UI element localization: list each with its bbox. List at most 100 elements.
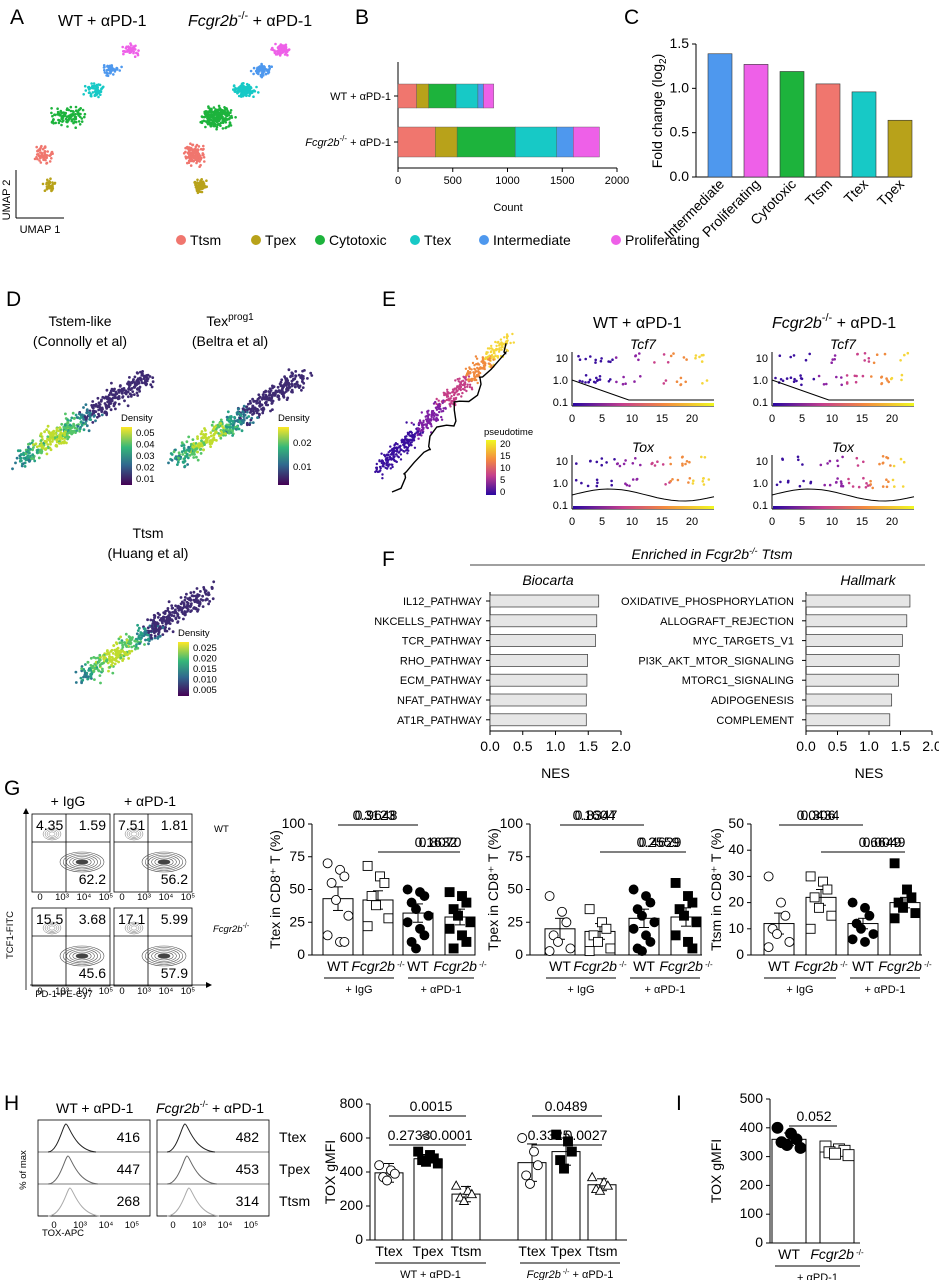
bar-segment-cytotoxic — [456, 126, 516, 158]
x-tick-label: 0 — [769, 516, 775, 528]
y-tick-label: 10 — [756, 456, 768, 468]
bar-ttex — [851, 91, 877, 178]
x-axis-label: NES — [855, 765, 884, 781]
y-tick-label: 600 — [340, 1129, 364, 1145]
group-label: + IgG — [345, 984, 372, 996]
x-tick-label: 10 — [826, 516, 838, 528]
hist-title-ko: Fcgr2b-/- + αPD-1 — [156, 1099, 264, 1116]
pathway-label: NFAT_PATHWAY — [397, 695, 483, 707]
x-tick-label: 500 — [444, 175, 462, 187]
quadrant-value: 5.99 — [161, 911, 188, 927]
data-point — [551, 1129, 562, 1140]
bar-label: Ttsm — [450, 1243, 481, 1259]
pathway-label: IL12_PATHWAY — [403, 596, 483, 608]
flow-plot: 17.1 5.99 57.9 — [113, 907, 193, 987]
chart-tox-gmfi: 0 200 400 600 800 TOX gMFI Ttex Tpex Ttsm Ttex Tpe… — [322, 1095, 627, 1280]
legend-item: Ttsm — [176, 232, 221, 248]
smooth-fit-line — [771, 379, 914, 401]
panel-label-g: G — [4, 777, 20, 800]
bar-tpex — [887, 119, 913, 178]
y-tick-label: 1.0 — [670, 79, 690, 95]
data-point — [413, 1146, 424, 1157]
y-tick-label: 400 — [340, 1163, 364, 1179]
bar-segment-ttsm — [397, 83, 417, 109]
tstem-subtitle: (Connolly et al) — [33, 333, 127, 349]
flow-frame — [31, 813, 111, 893]
x-tick-label: 2.0 — [922, 738, 939, 754]
bar-segment-proliferating — [483, 83, 495, 109]
data-point — [691, 917, 702, 928]
y-axis-label: Ttsm in CD8⁺ T (%) — [708, 828, 724, 951]
data-point — [645, 897, 656, 908]
nes-bar — [805, 634, 903, 647]
group-label: + IgG — [786, 984, 813, 996]
panel-label-i: I — [676, 1092, 682, 1115]
flow-row-wt: WT — [214, 824, 229, 835]
contour — [124, 827, 144, 841]
x-tick-label: 0 — [37, 986, 42, 997]
panel-a: A WT + αPD-1 Fcgr2b-/- + αPD-1 UMAP 2 UM… — [1, 6, 700, 248]
data-point — [809, 892, 820, 903]
hist-x-axis: TOX-APC — [42, 1228, 84, 1239]
bar-label: WT — [768, 958, 790, 974]
data-point — [371, 900, 381, 911]
x-tick-label: 10³ — [73, 1220, 87, 1231]
umap-axis-x-label: UMAP 1 — [20, 224, 61, 236]
expr-title-wt: WT + αPD-1 — [593, 315, 682, 332]
contour — [75, 859, 89, 865]
x-tick-label: 1000 — [495, 175, 519, 187]
bar-label: WT — [852, 958, 874, 974]
contour — [157, 953, 171, 959]
density-colorbar — [178, 642, 189, 696]
pseudotime-tick: 0 — [500, 487, 505, 498]
x-axis-label: Count — [493, 202, 522, 214]
x-tick-label: 0 — [569, 516, 575, 528]
data-point — [847, 934, 858, 945]
bar-label: Fcgr2b -/- — [810, 1246, 864, 1262]
data-point — [868, 929, 879, 939]
quadrant-value: 7.51 — [118, 817, 145, 833]
expr-plot: Tcf7 10 1.0 0.10 5 10 15 20 — [753, 336, 914, 425]
panel-label-c: C — [624, 6, 639, 29]
smooth-fit-line — [571, 488, 715, 502]
bar-cytotoxic — [779, 71, 805, 178]
y-tick-label: 10 — [556, 353, 568, 365]
cluster-legend: Ttsm Tpex Cytotoxic Ttex Intermediate Prolife… — [176, 232, 700, 248]
x-tick-label: 20 — [686, 516, 698, 528]
x-tick-label: 20 — [886, 413, 898, 425]
legend-item: Intermediate — [479, 232, 571, 248]
nes-bar — [489, 693, 587, 707]
density-tick: 0.025 — [193, 643, 217, 654]
p-value: 0.0049 — [863, 834, 906, 850]
p-value: 0.306 — [800, 807, 835, 823]
contour — [46, 924, 58, 932]
data-point — [649, 917, 660, 928]
nes-bar — [805, 654, 900, 667]
p-value: 0.0027 — [565, 1127, 608, 1143]
y-tick-label: 10 — [756, 353, 768, 365]
data-point — [326, 878, 337, 888]
data-point — [898, 902, 908, 913]
ttsm-title: Ttsm — [132, 525, 163, 541]
umap-cluster-cytotoxic — [50, 105, 87, 129]
x-tick-label: 15 — [856, 413, 868, 425]
data-point — [553, 936, 563, 947]
mean-bar — [819, 1150, 855, 1244]
pathway-label: MTORC1_SIGNALING — [682, 675, 794, 687]
panel-label-b: B — [355, 6, 369, 29]
bar-label: WT — [549, 958, 571, 974]
gene-label: Tcf7 — [830, 336, 857, 352]
gmfi-value: 453 — [236, 1161, 260, 1177]
baseline-dots — [573, 506, 714, 509]
umap-axis-y-label: UMAP 2 — [1, 180, 13, 221]
y-axis-label: Ttex in CD8⁺ T (%) — [267, 830, 283, 949]
category-label: Tpex — [874, 176, 907, 209]
panel-label-d: D — [6, 288, 21, 311]
flow-plot: 7.51 1.81 56.2 — [113, 813, 193, 893]
bar-label: Ttsm — [586, 1243, 617, 1259]
y-tick-label: 0.1 — [753, 397, 768, 409]
contour — [130, 831, 138, 837]
expr-plot: Tcf7 10 1.0 0.10 5 10 15 20 — [553, 336, 714, 425]
mean-bar — [771, 1138, 807, 1244]
